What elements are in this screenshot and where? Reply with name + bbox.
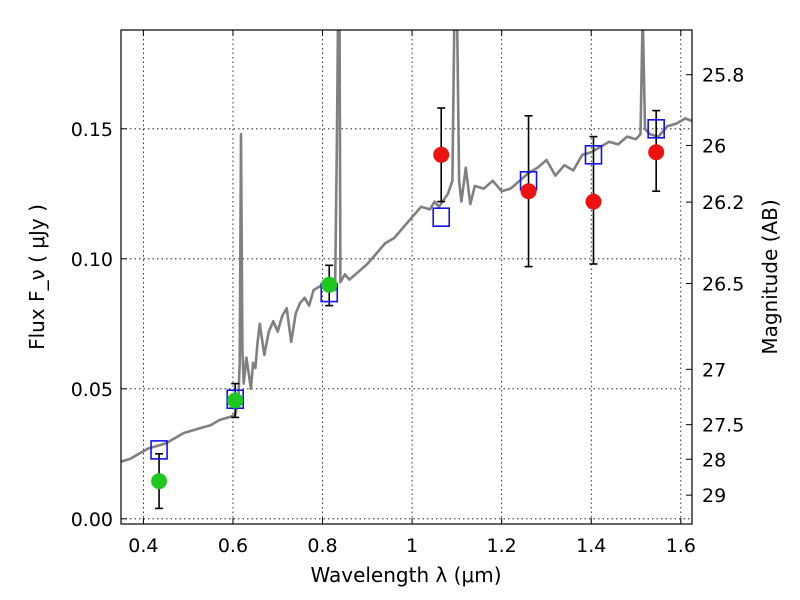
square-marker bbox=[584, 145, 603, 165]
circle-marker bbox=[227, 392, 244, 409]
y-tick-label: 0.05 bbox=[71, 379, 113, 401]
spectrum-line bbox=[121, 30, 692, 463]
grid-lines bbox=[121, 30, 692, 524]
circle-marker bbox=[433, 146, 450, 163]
circle-marker bbox=[648, 144, 665, 161]
x-tick-label: 1.4 bbox=[576, 535, 606, 557]
y2-tick-label: 26 bbox=[702, 135, 726, 157]
y-tick-label: 0.10 bbox=[71, 249, 113, 271]
y2-tick-label: 26.5 bbox=[702, 274, 744, 296]
y-axis-title: Flux F_ν ( μJy ) bbox=[25, 204, 49, 350]
y-tick-label: 0.15 bbox=[71, 119, 113, 141]
x-tick-label: 0.6 bbox=[218, 535, 248, 557]
x-tick-label: 0.4 bbox=[128, 535, 158, 557]
y2-tick-label: 26.2 bbox=[702, 192, 744, 214]
circle-marker bbox=[151, 473, 168, 490]
circle-marker bbox=[520, 183, 537, 200]
y2-tick-label: 28 bbox=[702, 449, 726, 471]
circle-marker bbox=[585, 193, 602, 210]
model-spectrum bbox=[121, 30, 692, 463]
y2-tick-label: 27 bbox=[702, 359, 726, 381]
square-marker bbox=[647, 119, 665, 139]
y2-tick-label: 25.8 bbox=[702, 65, 744, 87]
plot-area bbox=[121, 30, 692, 510]
plot-frame bbox=[120, 29, 693, 525]
square-marker bbox=[150, 440, 168, 460]
y2-axis-title: Magnitude (AB) bbox=[758, 199, 782, 354]
x-tick-label: 1 bbox=[406, 535, 418, 557]
error-bars bbox=[155, 107, 661, 510]
y2-tick-label: 29 bbox=[702, 485, 726, 507]
tick-labels: 0.4 0.6 0.8 1 1.2 1.4 1.6 0.00 0.05 0.10 0.15 25.8 2… bbox=[71, 65, 745, 557]
x-tick-label: 0.8 bbox=[307, 535, 337, 557]
x-tick-label: 1.2 bbox=[487, 535, 517, 557]
y-tick-label: 0.00 bbox=[71, 509, 113, 531]
data-markers bbox=[150, 119, 665, 490]
y2-tick-label: 27.5 bbox=[702, 415, 744, 437]
axis-ticks bbox=[121, 30, 692, 524]
x-tick-label: 1.6 bbox=[666, 535, 696, 557]
square-marker bbox=[432, 207, 451, 227]
circle-marker bbox=[321, 276, 338, 293]
x-axis-title: Wavelength λ (μm) bbox=[310, 563, 501, 587]
